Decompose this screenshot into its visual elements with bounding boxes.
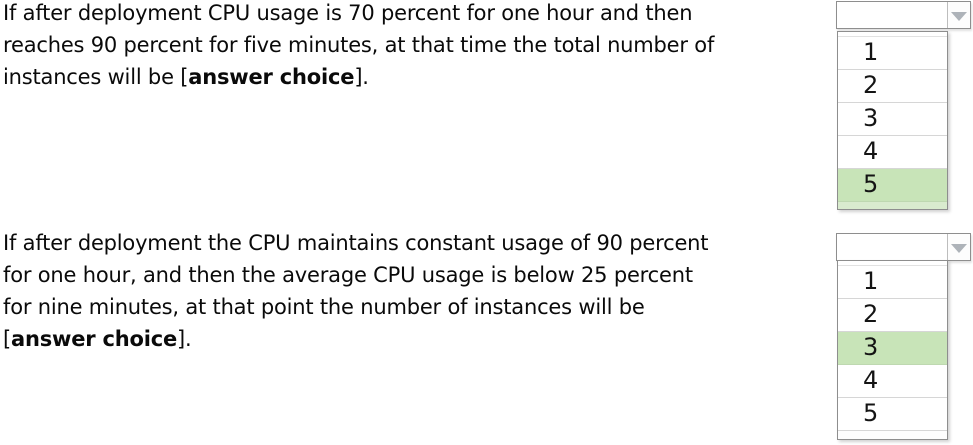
list-top-sliver bbox=[838, 261, 947, 266]
dropdown-1-option[interactable]: 4 bbox=[838, 136, 947, 169]
dropdown-1-option[interactable]: 2 bbox=[838, 70, 947, 103]
question-2-line-4: [answer choice]. bbox=[3, 327, 192, 351]
dropdown-1-arrow-button[interactable] bbox=[947, 2, 970, 28]
dropdown-1-combobox[interactable] bbox=[836, 1, 971, 29]
question-2-line-3: for nine minutes, at that point the numb… bbox=[3, 295, 645, 319]
answer-choice-placeholder: answer choice bbox=[11, 327, 178, 351]
dropdown-1-option[interactable]: 3 bbox=[838, 103, 947, 136]
question-1-line-1: If after deployment CPU usage is 70 perc… bbox=[3, 1, 693, 25]
question-1-line-2: reaches 90 percent for five minutes, at … bbox=[3, 33, 715, 57]
question-2-text: If after deployment the CPU maintains co… bbox=[3, 227, 709, 355]
question-2-line-2: for one hour, and then the average CPU u… bbox=[3, 263, 693, 287]
answer-choice-placeholder: answer choice bbox=[188, 65, 355, 89]
question-1-text: If after deployment CPU usage is 70 perc… bbox=[3, 0, 714, 93]
dropdown-2-arrow-button[interactable] bbox=[947, 234, 970, 260]
dropdown-2-option[interactable]: 2 bbox=[838, 299, 947, 332]
dropdown-1-list: 1 2 3 4 5 bbox=[837, 31, 948, 210]
dropdown-2-option[interactable]: 4 bbox=[838, 365, 947, 398]
dropdown-2-option[interactable]: 5 bbox=[838, 398, 947, 431]
question-2-line-1: If after deployment the CPU maintains co… bbox=[3, 231, 709, 255]
list-bottom-sliver bbox=[838, 431, 947, 439]
dropdown-1-option[interactable]: 5 bbox=[838, 169, 947, 202]
list-bottom-sliver bbox=[838, 202, 947, 209]
dropdown-2-combobox[interactable] bbox=[836, 233, 971, 261]
question-1-line-3: instances will be [answer choice]. bbox=[3, 65, 369, 89]
dropdown-1-option[interactable]: 1 bbox=[838, 37, 947, 70]
dropdown-2-option[interactable]: 3 bbox=[838, 332, 947, 365]
chevron-down-icon bbox=[951, 11, 967, 21]
chevron-down-icon bbox=[951, 243, 967, 253]
dropdown-2-list: 1 2 3 4 5 bbox=[837, 260, 948, 440]
list-top-sliver bbox=[838, 32, 947, 37]
dropdown-2-option[interactable]: 1 bbox=[838, 266, 947, 299]
